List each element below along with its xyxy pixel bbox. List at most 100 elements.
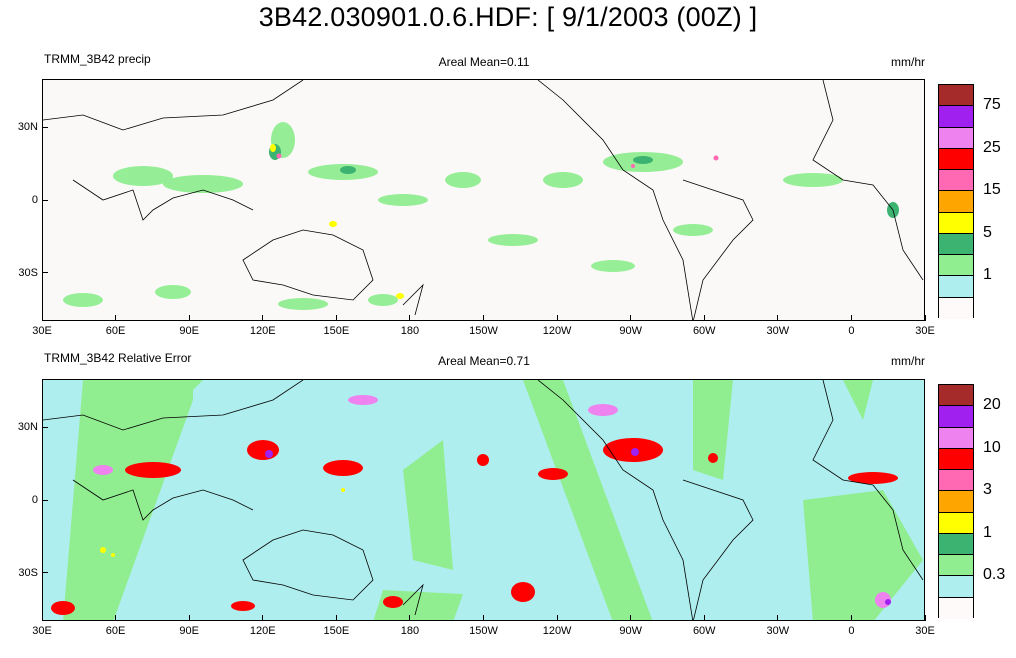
precip-colorbar-label: 25: [983, 138, 1001, 156]
relerr-x-tick-label: 30E: [32, 625, 52, 637]
precip-x-tick-label: 180: [400, 325, 420, 337]
precip-y-tick-mark: [42, 126, 48, 128]
relerr-x-tick-mark: [188, 615, 190, 621]
relerr-y-tick-label: 30N: [17, 421, 38, 434]
precip-x-tick-label: 60W: [692, 325, 716, 337]
relerr-x-tick-mark: [335, 615, 337, 621]
precip-x-tick-mark: [703, 315, 705, 321]
precip-map-background: [43, 80, 924, 320]
precip-x-tick-label: 120W: [542, 325, 572, 337]
relerr-x-tick-mark: [41, 615, 43, 621]
precip-x-tick-mark: [777, 315, 779, 321]
precip-x-tick-label: 30E: [915, 325, 935, 337]
precip-colorbar: [938, 84, 974, 319]
relerr-colorbar-swatch: [939, 427, 973, 449]
precip-x-tick-label: 0: [848, 325, 855, 337]
relerr-x-tick-label: 30W: [766, 625, 790, 637]
precip-panel-units: mm/hr: [891, 55, 925, 69]
precip-x-tick-label: 150E: [323, 325, 350, 337]
precip-y-tick-mark: [42, 199, 48, 201]
precip-x-tick-mark: [188, 315, 190, 321]
precip-y-tick-label: 0: [31, 194, 38, 206]
precip-colorbar-swatch: [939, 127, 973, 149]
precip-colorbar-swatch: [939, 233, 973, 256]
relerr-panel-units: mm/hr: [891, 354, 925, 368]
relerr-y-tick-label: 0: [31, 494, 38, 506]
relerr-colorbar-swatch: [939, 491, 973, 513]
precip-x-tick-mark: [556, 315, 558, 321]
relerr-colorbar-swatch: [939, 406, 973, 428]
relerr-y-tick-label: 30S: [18, 566, 38, 579]
precip-x-tick-label: 30W: [766, 325, 790, 337]
relerr-x-tick-label: 120E: [249, 625, 276, 637]
relerr-colorbar-swatch: [939, 470, 973, 492]
relerr-field: [51, 395, 898, 615]
relerr-x-tick-mark: [703, 615, 705, 621]
precip-x-tick-mark: [335, 315, 337, 321]
relerr-x-tick-mark: [850, 615, 852, 621]
relerr-y-tick-mark: [42, 499, 48, 501]
relerr-y-tick-mark: [42, 426, 48, 428]
relerr-map-background: [43, 380, 924, 620]
precip-x-tick-label: 30E: [32, 325, 52, 337]
relerr-colorbar-swatch: [939, 448, 973, 471]
precip-x-tick-mark: [409, 315, 411, 321]
precip-x-tick-mark: [262, 315, 264, 321]
relerr-panel-areal-mean: Areal Mean=0.71: [438, 354, 530, 368]
relerr-coastlines: [43, 380, 924, 620]
precip-colorbar-swatch: [939, 106, 973, 128]
relerr-x-tick-mark: [115, 615, 117, 621]
precip-map: [42, 79, 925, 321]
relerr-map-canvas: [43, 380, 924, 620]
relerr-x-tick-mark: [630, 615, 632, 621]
relerr-swath-bands: [63, 380, 923, 620]
relerr-x-tick-label: 30E: [915, 625, 935, 637]
precip-colorbar-swatch: [939, 297, 973, 319]
precip-x-tick-label: 150W: [469, 325, 498, 337]
precip-y-tick-mark: [42, 272, 48, 274]
relerr-colorbar-label: 3: [983, 481, 992, 499]
precip-x-tick-label: 90W: [619, 325, 642, 337]
relerr-colorbar-label: 20: [983, 396, 1001, 414]
relerr-x-tick-mark: [777, 615, 779, 621]
precip-colorbar-swatch: [939, 85, 973, 107]
relerr-x-tick-mark: [924, 615, 926, 621]
precip-x-tick-label: 120E: [249, 325, 276, 337]
relerr-colorbar-swatch: [939, 385, 973, 407]
relerr-x-tick-label: 150W: [469, 625, 498, 637]
relerr-colorbar-swatch: [939, 512, 973, 534]
relerr-colorbar-label: 1: [983, 523, 992, 541]
relerr-x-tick-label: 0: [848, 625, 855, 637]
precip-x-tick-mark: [483, 315, 484, 321]
relerr-x-tick-label: 120W: [542, 625, 572, 637]
precip-x-tick-label: 60E: [105, 325, 126, 337]
relerr-x-tick-mark: [409, 615, 411, 621]
precip-colorbar-swatch: [939, 148, 973, 171]
precip-colorbar-label: 75: [983, 96, 1001, 114]
precip-y-tick-label: 30S: [18, 266, 38, 279]
precip-colorbar-swatch: [939, 170, 973, 192]
precip-colorbar-swatch: [939, 212, 973, 234]
precip-x-tick-mark: [850, 315, 852, 321]
relerr-x-tick-mark: [483, 615, 484, 621]
precip-panel-left-label: TRMM_3B42 precip: [44, 52, 151, 66]
precip-field: [63, 122, 899, 310]
precip-colorbar-label: 5: [983, 223, 992, 241]
precip-y-tick-label: 30N: [17, 121, 38, 134]
precip-x-tick-mark: [115, 315, 117, 321]
page-title: 3B42.030901.0.6.HDF: [ 9/1/2003 (00Z) ]: [258, 2, 758, 32]
precip-panel-areal-mean: Areal Mean=0.11: [438, 55, 530, 69]
relerr-x-tick-mark: [262, 615, 264, 621]
relerr-colorbar-label: 10: [983, 438, 1001, 456]
precip-colorbar-label: 15: [983, 181, 1001, 199]
relerr-colorbar-swatch: [939, 576, 973, 598]
precip-x-tick-mark: [630, 315, 632, 321]
precip-x-tick-mark: [924, 315, 926, 321]
relerr-x-tick-label: 60W: [692, 625, 716, 637]
relerr-x-tick-label: 180: [400, 625, 420, 637]
relerr-y-tick-mark: [42, 572, 48, 574]
precip-colorbar-swatch: [939, 255, 973, 277]
relerr-x-tick-mark: [556, 615, 558, 621]
relerr-map: [42, 379, 925, 621]
precip-colorbar-label: 1: [983, 266, 992, 284]
